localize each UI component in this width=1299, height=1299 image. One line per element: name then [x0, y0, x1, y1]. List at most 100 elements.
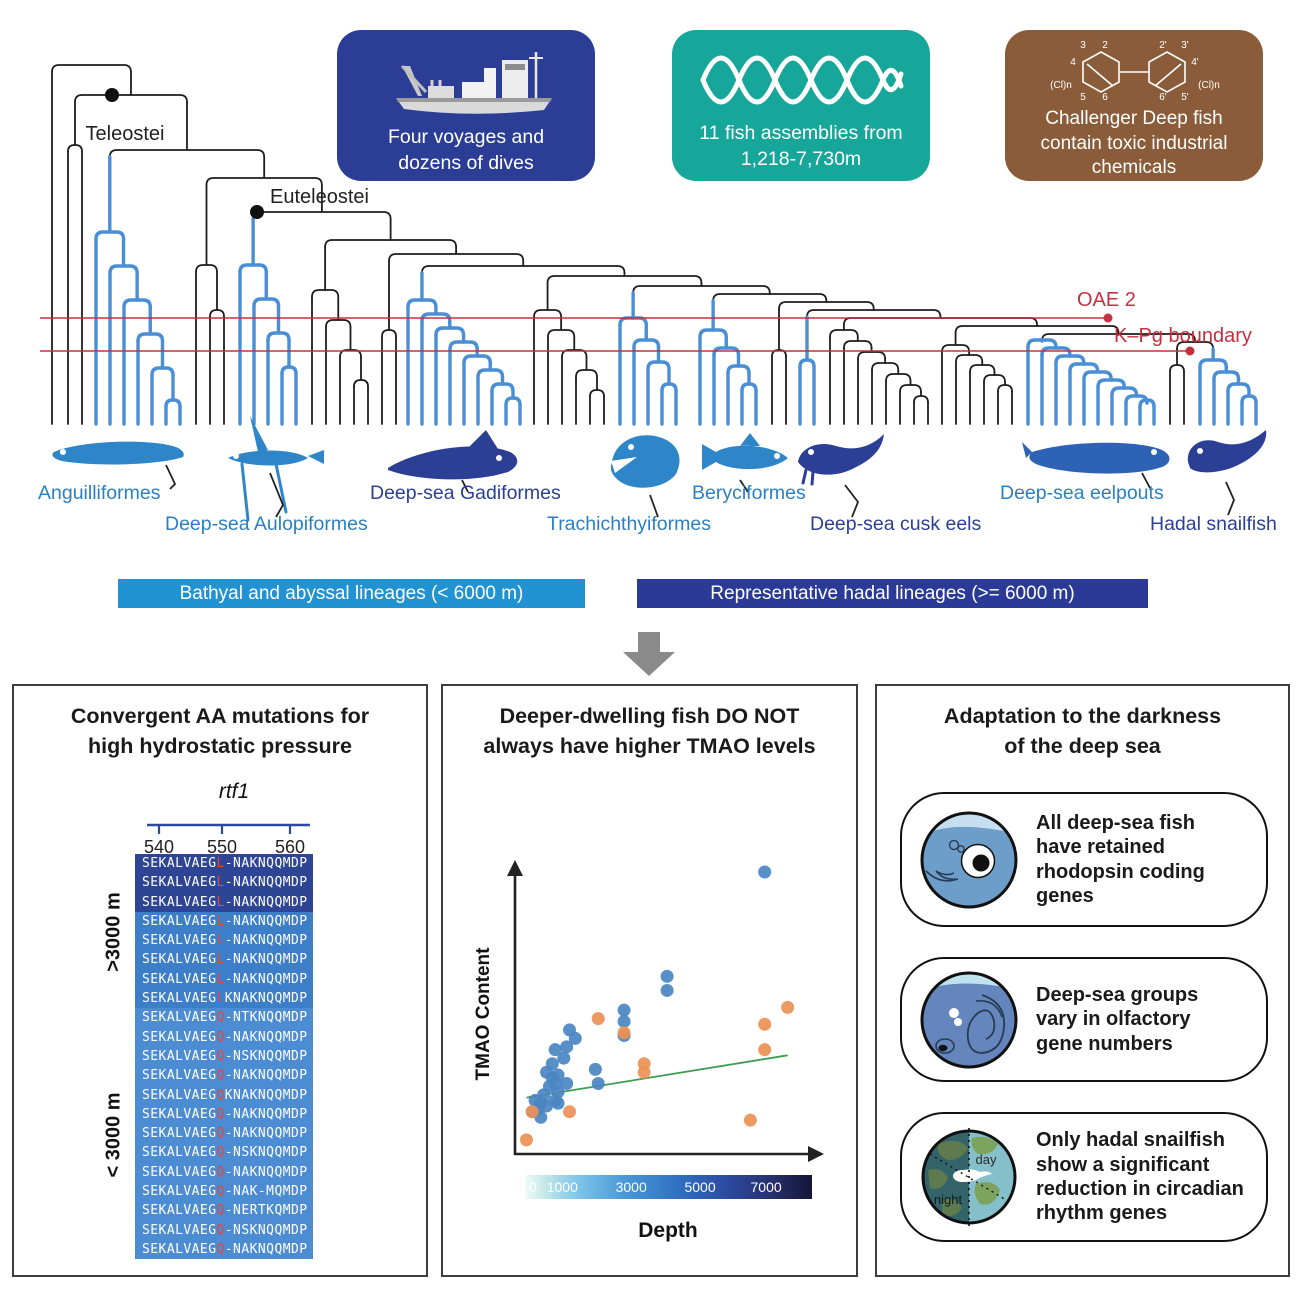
fish-olfactory-icon — [920, 971, 1018, 1068]
card-olfactory-text: Deep-sea groups vary in olfactory gene n… — [1036, 983, 1199, 1055]
fish-silhouette-1 — [228, 416, 324, 522]
phylogenetic-tree: Teleostei Euteleostei OAE 2 K–Pg boundary An… — [38, 64, 1277, 535]
sequence-row: SEKALVAEGQ-NAKNQQMDP — [135, 1162, 313, 1183]
legend-hadal: Representative hadal lineages (>= 6000 m… — [637, 579, 1148, 608]
sequence-row: SEKALVAEGQ-NSKNQQMDP — [135, 1143, 313, 1163]
pcb-molecule-icon: 3 2 2' 3' 4 4' (Cl)n 5 6 6' 5' (Cl)n — [1050, 40, 1220, 103]
sequence-row: SEKALVAEGQ-NAKNQQMDP — [135, 1104, 313, 1125]
info-box-chemicals: 3 2 2' 3' 4 4' (Cl)n 5 6 6' 5' (Cl)n Cha… — [1005, 30, 1263, 181]
down-arrow-icon — [609, 630, 689, 683]
y-axis-label: TMAO Content — [473, 947, 494, 1081]
legend-bathyal-abyssal: Bathyal and abyssal lineages (< 6000 m) — [118, 579, 585, 608]
ring-cln-right: (Cl)n — [1198, 80, 1220, 91]
svg-text:540: 540 — [144, 837, 174, 856]
panel-tmao-scatter: Deeper-dwelling fish DO NOT always have … — [441, 684, 858, 1277]
tmao-depth-scatter-plot: TMAO Content 0 1000 3000 5000 7000 Depth — [473, 860, 824, 1242]
fish-label-2: Deep-sea Gadiformes — [370, 482, 561, 504]
earth-day-label: day — [976, 1152, 997, 1167]
svg-text:5000: 5000 — [684, 1179, 715, 1195]
ring-pos-6p: 6' — [1159, 92, 1167, 102]
ring-pos-3: 3 — [1080, 40, 1086, 51]
voyages-text: Four voyages and dozens of dives — [387, 126, 545, 174]
ring-pos-3p: 3' — [1181, 40, 1189, 51]
ring-pos-2p: 2' — [1159, 40, 1167, 51]
fish-silhouette-5 — [798, 434, 884, 486]
sequence-row: SEKALVAEGLKNAKNQQMDP — [135, 989, 313, 1009]
earth-day-night-icon: day night — [921, 1128, 1017, 1226]
sequence-row: SEKALVAEGL-NAKNQQMDP — [135, 892, 313, 912]
fish-silhouette-0 — [52, 441, 184, 465]
sequence-row: SEKALVAEGQ-NAKNQQMDP — [135, 1066, 313, 1086]
ring-pos-5p: 5' — [1181, 92, 1189, 102]
research-vessel-icon — [396, 52, 552, 114]
ring-pos-2: 2 — [1102, 40, 1108, 51]
scatter-axes — [507, 860, 824, 1162]
sequence-row: SEKALVAEGQ-NAK-MQMDP — [135, 1182, 313, 1202]
fish-label-5: Deep-sea cusk eels — [810, 513, 982, 535]
alignment-position-axis: 540 550 560 — [144, 823, 310, 856]
colorbar-tick-labels: 0 1000 3000 5000 7000 — [529, 1179, 782, 1195]
sequence-row: SEKALVAEGQ-NTKNQQMDP — [135, 1008, 313, 1028]
middle-panel-title: Deeper-dwelling fish DO NOT always have … — [483, 704, 816, 758]
svg-text:3000: 3000 — [616, 1179, 647, 1195]
depth-colorbar — [525, 1175, 812, 1199]
fish-silhouette-3 — [610, 435, 680, 488]
fish-silhouette-7 — [1187, 430, 1267, 473]
fish-silhouette-6 — [1022, 442, 1170, 474]
fish-silhouette-4 — [702, 433, 788, 470]
gene-name-rtf1: rtf1 — [218, 780, 250, 803]
sequence-row: SEKALVAEGQ-NAKNQQMDP — [135, 1124, 313, 1144]
fish-label-6: Deep-sea eelpouts — [1000, 482, 1164, 504]
ring-pos-4: 4 — [1070, 57, 1076, 68]
sequence-row: SEKALVAEGL-NAKNQQMDP — [135, 911, 313, 932]
card-rhodopsin: All deep-sea fish have retained rhodopsi… — [900, 792, 1268, 927]
svg-text:560: 560 — [275, 837, 305, 856]
ring-pos-6: 6 — [1102, 92, 1108, 102]
left-panel-title: Convergent AA mutations for high hydrost… — [70, 704, 370, 758]
fish-silhouette-2 — [388, 430, 518, 480]
fish-label-3: Trachichthyiformes — [547, 513, 711, 535]
sequence-row: SEKALVAEGL-NAKNQQMDP — [135, 950, 313, 970]
card-circadian-text: Only hadal snailfish show a significant … — [1036, 1129, 1244, 1225]
euteleostei-label: Euteleostei — [270, 186, 369, 208]
info-box-assemblies: 11 fish assemblies from 1,218-7,730m — [672, 30, 930, 181]
teleostei-label: Teleostei — [86, 123, 165, 145]
info-box-voyages: Four voyages and dozens of dives — [337, 30, 595, 181]
fish-label-1: Deep-sea Aulopiformes — [165, 513, 368, 535]
fish-label-0: Anguilliformes — [38, 482, 161, 504]
chemicals-text: Challenger Deep fish contain toxic indus… — [1040, 108, 1228, 179]
legend-bathyal-label: Bathyal and abyssal lineages (< 6000 m) — [179, 582, 524, 604]
sequence-row: SEKALVAEGL-NAKNQQMDP — [135, 969, 313, 990]
sequence-alignment: SEKALVAEGL-NAKNQQMDP SEKALVAEGL-NAKNQQMDP… — [135, 854, 313, 1260]
earth-night-label: night — [934, 1192, 963, 1207]
panel-darkness-adaptation: Adaptation to the darkness of the deep s… — [875, 684, 1290, 1277]
fish-eye-icon — [920, 811, 1018, 908]
group-label-shallow: < 3000 m — [102, 1092, 125, 1178]
event-label-1: K–Pg boundary — [1114, 325, 1252, 347]
svg-text:7000: 7000 — [751, 1179, 782, 1195]
sequence-row: SEKALVAEGL-NAKNQQMDP — [135, 931, 313, 951]
assemblies-text: 11 fish assemblies from 1,218-7,730m — [699, 122, 903, 170]
sequence-row: SEKALVAEGQKNAKNQQMDP — [135, 1085, 313, 1105]
sequence-row: SEKALVAEGL-NAKNQQMDP — [135, 873, 313, 893]
card-rhodopsin-text: All deep-sea fish have retained rhodopsi… — [1036, 811, 1205, 907]
sequence-row: SEKALVAEGQ-NAKNQQMDP — [135, 1027, 313, 1047]
panel-convergent-mutations: Convergent AA mutations for high hydrost… — [12, 684, 428, 1277]
fish-label-7: Hadal snailfish — [1150, 513, 1277, 535]
group-label-deep: >3000 m — [102, 892, 125, 972]
dna-helix-icon — [700, 55, 904, 105]
scatter-points — [519, 865, 795, 1147]
legend-hadal-label: Representative hadal lineages (>= 6000 m… — [710, 582, 1075, 604]
sequence-row: SEKALVAEGQ-NERTKQMDP — [135, 1201, 313, 1221]
ring-pos-4p: 4' — [1191, 57, 1199, 68]
event-label-0: OAE 2 — [1077, 289, 1136, 311]
fish-label-4: Beryciformes — [692, 482, 806, 504]
ring-pos-5: 5 — [1080, 92, 1086, 102]
card-circadian: day night Only hadal snailfish show a si… — [900, 1112, 1268, 1242]
sequence-row: SEKALVAEGQ-NSKNQQMDP — [135, 1046, 313, 1067]
svg-text:1000: 1000 — [547, 1179, 578, 1195]
x-axis-label: Depth — [638, 1219, 698, 1242]
right-panel-title: Adaptation to the darkness of the deep s… — [943, 704, 1222, 758]
sequence-row: SEKALVAEGQ-NAKNQQMDP — [135, 1239, 313, 1260]
